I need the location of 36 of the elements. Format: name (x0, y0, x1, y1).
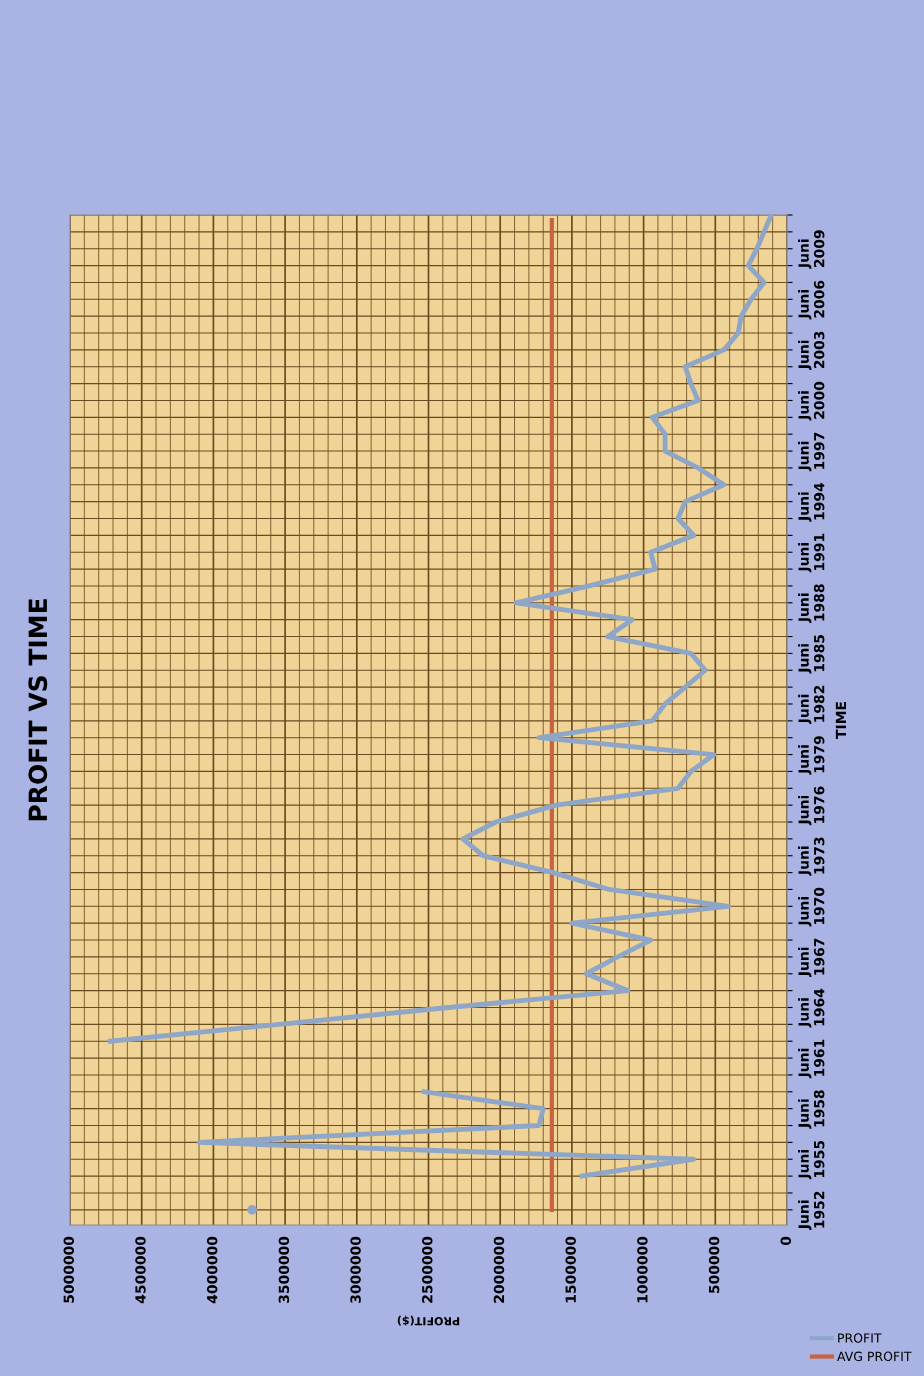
x-tick-label: 2500000 (422, 1236, 433, 1303)
x-axis-title: PROFIT($) (397, 1315, 460, 1326)
x-tick-label: 0 (780, 1236, 792, 1246)
text: PROFIT VS TIME (28, 599, 48, 821)
y-tick-label: Juni 1955 (798, 1140, 825, 1180)
x-tick-label: 500000 (708, 1236, 720, 1294)
x-tick-label: 1500000 (565, 1236, 576, 1303)
x-tick-label: 4000000 (206, 1236, 218, 1304)
x-tick-label: 2000000 (493, 1236, 505, 1303)
y-tick-label: Juni 1979 (798, 736, 825, 775)
y-tick-label: Juni 1994 (798, 482, 825, 522)
y-tick-label: Juni 2003 (798, 331, 825, 370)
x-tick-label: 3500000 (278, 1236, 290, 1303)
x-tick-label: 4500000 (135, 1236, 146, 1304)
y-tick-label: Juni 1991 (798, 533, 825, 573)
y-tick-label: Juni 1973 (798, 837, 825, 876)
x-tick-label: 1000000 (637, 1236, 648, 1303)
y-tick-label: Juni 1958 (798, 1090, 825, 1129)
y-tick-label: Juni 1967 (798, 938, 825, 978)
y-tick-label: Juni 1976 (798, 786, 825, 826)
legend-label: PROFIT (838, 1333, 882, 1343)
y-axis-title: TIME (835, 702, 846, 739)
y-tick-label: Juni 1997 (798, 432, 825, 472)
y-tick-label: Juni 1964 (798, 988, 825, 1028)
y-tick-label: Juni 1970 (798, 887, 825, 927)
y-tick-label: Juni 2009 (798, 230, 825, 269)
x-tick-label: 5000000 (63, 1236, 75, 1303)
y-tick-label: Juni 2000 (798, 381, 825, 421)
y-tick-label: Juni 1961 (798, 1039, 825, 1079)
y-tick-label: Juni 1952 (798, 1191, 825, 1230)
y-tick-label: Juni 1985 (798, 635, 825, 674)
y-tick-label: Juni 1982 (798, 685, 825, 725)
y-tick-label: Juni 2006 (798, 280, 825, 320)
legend-label: AVG PROFIT (837, 1351, 912, 1362)
x-tick-label: 3000000 (350, 1236, 361, 1303)
y-tick-label: Juni 1988 (798, 584, 825, 623)
